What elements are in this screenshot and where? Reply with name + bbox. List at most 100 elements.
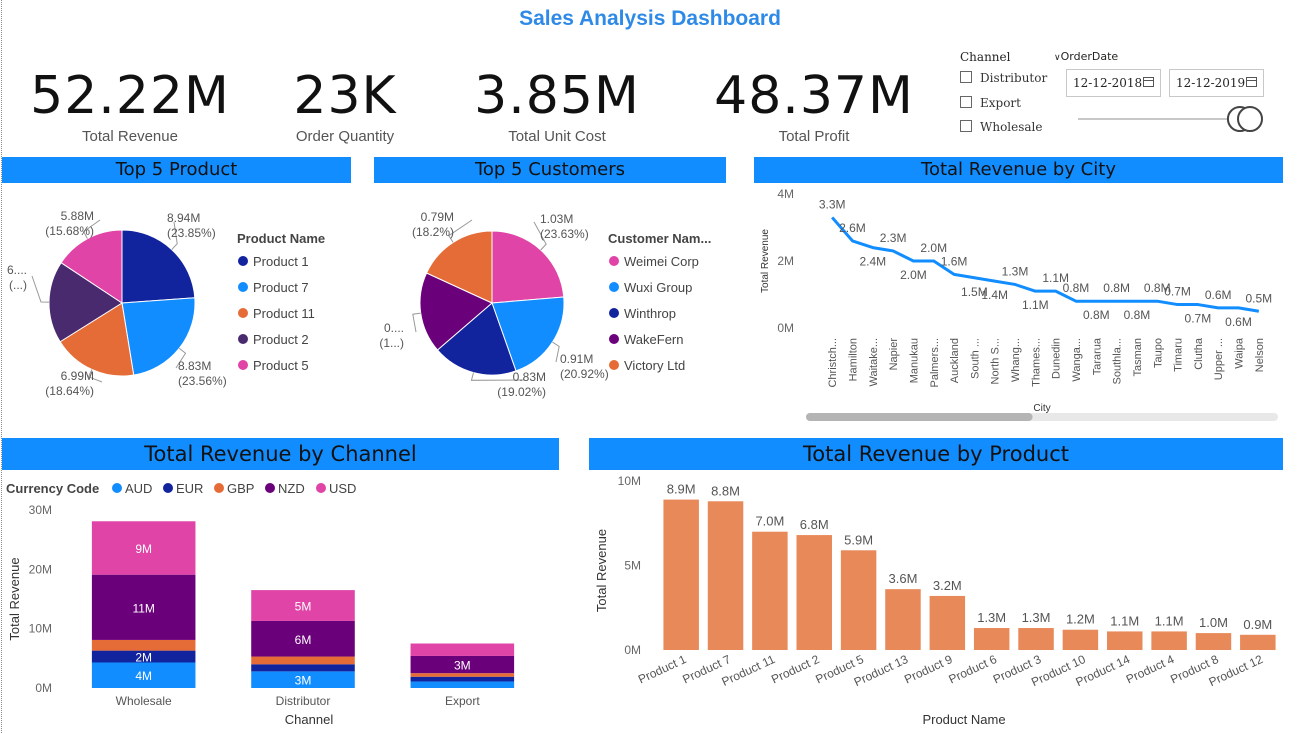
bar[interactable] xyxy=(796,535,832,650)
legend-marker[interactable] xyxy=(609,308,619,318)
end-date-input[interactable]: 12-12-2019 xyxy=(1169,69,1264,97)
bar-segment[interactable] xyxy=(91,521,196,575)
bar[interactable] xyxy=(840,550,877,650)
calendar-icon[interactable] xyxy=(1246,77,1257,87)
legend-marker[interactable] xyxy=(609,334,619,344)
legend-marker[interactable] xyxy=(163,483,173,493)
kpi-label: Order Quantity xyxy=(295,128,395,145)
pie-slice[interactable] xyxy=(60,229,123,304)
bar[interactable] xyxy=(1151,631,1187,650)
checkbox-icon[interactable] xyxy=(960,96,972,108)
checkbox-icon[interactable] xyxy=(960,120,972,132)
legend-marker[interactable] xyxy=(609,256,619,266)
channel-option-wholesale[interactable]: Wholesale xyxy=(960,120,1042,134)
start-date-input[interactable]: 12-12-2018 xyxy=(1066,69,1161,97)
x-tick-label: Wholesale xyxy=(116,694,172,708)
pie-slice[interactable] xyxy=(48,262,123,343)
bar[interactable] xyxy=(1240,634,1276,650)
legend-marker[interactable] xyxy=(238,308,248,318)
legend-marker[interactable] xyxy=(214,483,224,493)
data-label: 2.4M xyxy=(859,255,886,269)
legend-item[interactable]: Winthrop xyxy=(624,306,676,321)
legend-item[interactable]: AUD xyxy=(125,481,152,496)
data-label: 1.2M xyxy=(1066,612,1095,627)
legend-item[interactable]: USD xyxy=(329,481,356,496)
checkbox-icon[interactable] xyxy=(960,71,972,83)
bar[interactable] xyxy=(1107,631,1143,650)
bar-segment[interactable] xyxy=(410,681,515,688)
bar[interactable] xyxy=(707,501,744,650)
channel-option-distributor[interactable]: Distributor xyxy=(960,71,1047,85)
bar-segment[interactable] xyxy=(410,676,515,682)
legend-item[interactable]: Product 7 xyxy=(253,280,309,295)
pie-slice[interactable] xyxy=(436,302,517,376)
bar-segment[interactable] xyxy=(251,664,355,672)
scrollbar-thumb[interactable] xyxy=(806,413,1033,421)
pie-slice[interactable] xyxy=(491,230,565,304)
bar[interactable] xyxy=(929,595,966,650)
legend-marker[interactable] xyxy=(609,360,619,370)
bar-segment[interactable] xyxy=(251,656,355,665)
bar[interactable] xyxy=(752,531,788,650)
bar[interactable] xyxy=(663,499,699,650)
bar-segment[interactable] xyxy=(91,662,196,688)
bar[interactable] xyxy=(1195,633,1232,650)
bar-segment[interactable] xyxy=(410,643,515,656)
bar[interactable] xyxy=(1018,628,1054,650)
data-label: 1.1M xyxy=(1022,298,1049,312)
bar-segment[interactable] xyxy=(251,620,355,657)
legend-item[interactable]: Product 1 xyxy=(253,254,309,269)
legend-item[interactable]: Product 5 xyxy=(253,358,309,373)
legend-item[interactable]: Product 11 xyxy=(253,306,315,321)
pie-data-percent: (19.02%) xyxy=(497,385,546,399)
header-revenue-by-city: Total Revenue by City xyxy=(754,157,1283,183)
x-tick-label: Distributor xyxy=(276,694,331,708)
date-range-slider[interactable] xyxy=(1070,104,1270,134)
bar[interactable] xyxy=(1062,629,1099,650)
bar-segment[interactable] xyxy=(410,673,515,677)
legend-marker[interactable] xyxy=(238,256,248,266)
legend-marker[interactable] xyxy=(112,483,122,493)
bar-segment[interactable] xyxy=(251,590,355,621)
x-tick-label: Product 4 xyxy=(1124,652,1177,687)
revenue-by-city-line-chart: 0M 2M 4M Total Revenue 3.3M 2.6M 2.4M 2.3M 2.0M 2… xyxy=(760,187,1278,421)
legend-marker[interactable] xyxy=(238,360,248,370)
x-tick-label: Product 1 xyxy=(636,652,689,687)
slider-handle-end[interactable] xyxy=(1237,106,1263,132)
legend-marker[interactable] xyxy=(316,483,326,493)
pie-data-label: 0.91M xyxy=(560,352,593,366)
bar-segment[interactable] xyxy=(91,574,196,640)
orderdate-slicer-header[interactable]: ∨OrderDate xyxy=(1054,50,1118,63)
x-tick-label: Hamilton xyxy=(847,338,859,381)
pie-slice[interactable] xyxy=(121,229,196,304)
legend-item[interactable]: NZD xyxy=(278,481,305,496)
y-tick-label: 20M xyxy=(29,562,52,576)
chevron-down-icon[interactable]: ∨ xyxy=(1054,53,1061,63)
bar[interactable] xyxy=(973,628,1010,650)
legend-item[interactable]: WakeFern xyxy=(624,332,683,347)
legend-marker[interactable] xyxy=(265,483,275,493)
legend-marker[interactable] xyxy=(238,282,248,292)
bar-segment[interactable] xyxy=(410,655,515,674)
pie-data-label: 1.03M xyxy=(540,212,573,226)
legend-item[interactable]: Victory Ltd xyxy=(624,358,685,373)
channel-option-export[interactable]: Export xyxy=(960,96,1021,110)
bar[interactable] xyxy=(885,589,921,650)
kpi-value: 3.85M xyxy=(474,66,640,126)
pie-slice[interactable] xyxy=(59,302,135,377)
legend-item[interactable]: Product 2 xyxy=(253,332,309,347)
bar-segment[interactable] xyxy=(251,671,355,688)
bar-segment[interactable] xyxy=(91,639,196,651)
calendar-icon[interactable] xyxy=(1143,77,1154,87)
bar-segment[interactable] xyxy=(91,650,196,663)
legend-marker[interactable] xyxy=(609,282,619,292)
legend-item[interactable]: EUR xyxy=(176,481,203,496)
legend-item[interactable]: GBP xyxy=(227,481,254,496)
data-label: 3M xyxy=(295,674,312,688)
series-line[interactable] xyxy=(831,216,1260,313)
legend-marker[interactable] xyxy=(238,334,248,344)
y-tick-label: 10M xyxy=(618,474,641,488)
data-label: 2.6M xyxy=(839,221,866,235)
legend-item[interactable]: Wuxi Group xyxy=(624,280,692,295)
legend-item[interactable]: Weimei Corp xyxy=(624,254,699,269)
